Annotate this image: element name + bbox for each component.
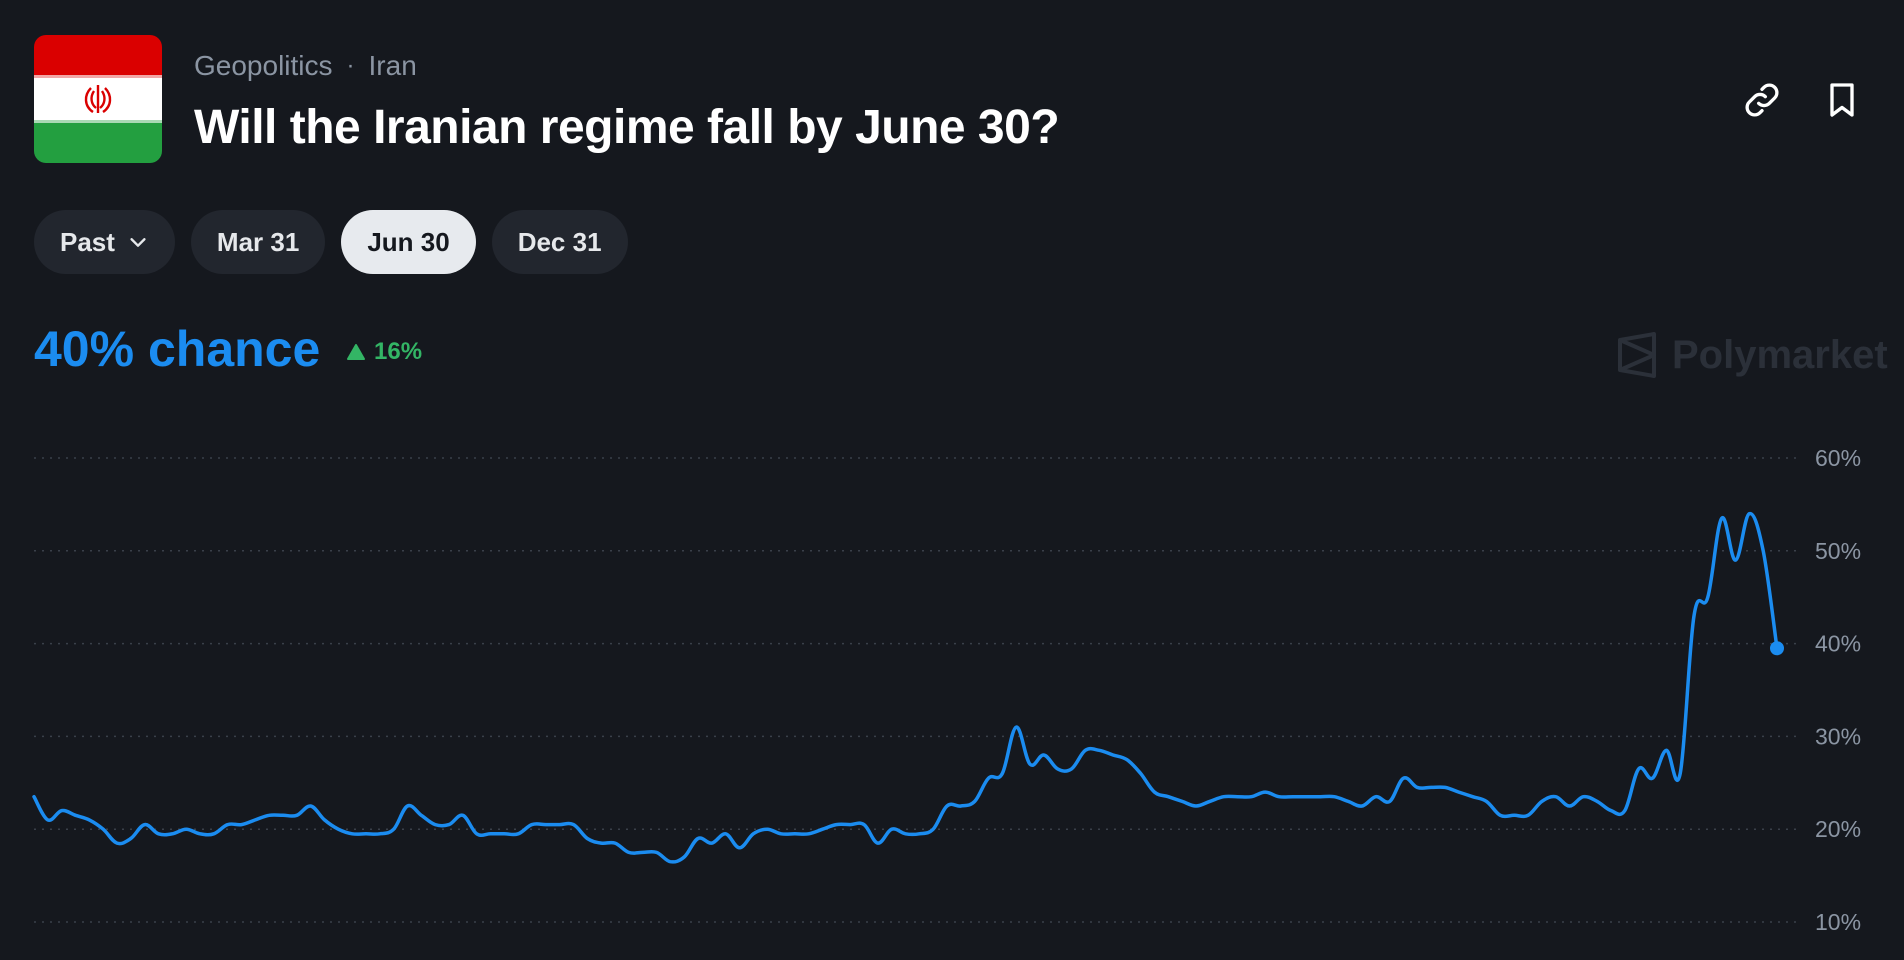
y-tick-label: 40% (1815, 631, 1861, 657)
triangle-up-icon (347, 344, 365, 360)
latest-point-marker (1770, 641, 1784, 656)
change-value: 16% (374, 338, 423, 365)
watermark-text: Polymarket (1672, 332, 1888, 377)
tab-dec-31[interactable]: Dec 31 (491, 210, 628, 274)
series-line (32, 511, 1779, 864)
bookmark-icon (1830, 83, 1854, 117)
chevron-down-icon (130, 238, 146, 247)
breadcrumb-subcategory[interactable]: Iran (368, 50, 417, 81)
bookmark-button[interactable] (1820, 78, 1864, 122)
chart-grid (34, 457, 1796, 923)
tab-mar-31[interactable]: Mar 31 (190, 210, 326, 274)
breadcrumb: Geopolitics · Iran (194, 50, 417, 82)
y-tick-label: 30% (1815, 723, 1861, 749)
polymarket-logo-icon (1618, 332, 1656, 378)
y-axis-ticks: 60% 50% 40% 30% 20% 10% (1815, 445, 1861, 935)
tab-past[interactable]: Past (34, 210, 175, 274)
tab-jun-30[interactable]: Jun 30 (341, 210, 476, 274)
tab-mar-31-label: Mar 31 (216, 226, 300, 257)
probability-chart: 60% 50% 40% 30% 20% 10% (32, 445, 1861, 935)
breadcrumb-separator: · (346, 52, 355, 79)
y-tick-label: 20% (1815, 816, 1861, 842)
date-tabs: Past Mar 31 Jun 30 Dec 31 (34, 210, 628, 274)
polymarket-watermark: Polymarket (1616, 332, 1888, 378)
breadcrumb-category[interactable]: Geopolitics (194, 50, 333, 81)
page-title: Will the Iranian regime fall by June 30? (194, 101, 1060, 154)
link-icon (1745, 83, 1779, 117)
iran-flag-icon (34, 35, 162, 163)
y-tick-label: 10% (1815, 909, 1861, 935)
change-badge: 16% (346, 338, 422, 366)
tab-dec-31-label: Dec 31 (517, 226, 602, 257)
y-tick-label: 60% (1815, 445, 1861, 471)
market-flag-iran (34, 35, 162, 163)
chance-value: 40% chance (34, 321, 321, 377)
tab-past-label: Past (60, 226, 115, 257)
y-tick-label: 50% (1815, 538, 1861, 564)
copy-link-button[interactable] (1740, 78, 1784, 122)
tab-jun-30-label: Jun 30 (367, 226, 450, 257)
